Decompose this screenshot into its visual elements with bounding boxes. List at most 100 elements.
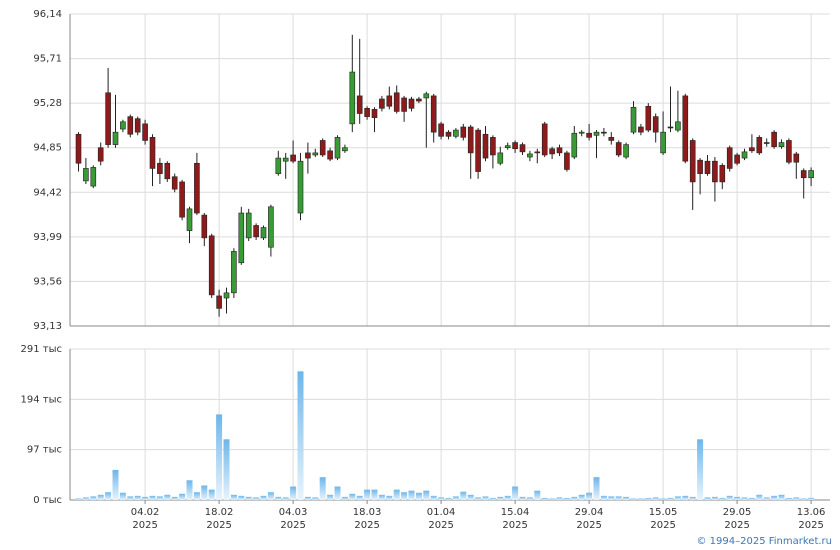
candle-body [667, 126, 674, 129]
candle-body [260, 227, 267, 239]
volume-bar [504, 495, 511, 500]
candle-body [601, 131, 607, 134]
volume-bar [497, 496, 504, 500]
x-tick-label: 01.04 2025 [427, 507, 456, 531]
candle-body [245, 212, 252, 239]
volume-bar [785, 497, 792, 500]
volume-bar [741, 497, 748, 500]
candle-body [793, 153, 800, 163]
y-tick-label: 97 тыс [27, 445, 62, 456]
volume-bar [82, 497, 89, 500]
candle-body [593, 131, 600, 136]
candle-body [756, 137, 763, 154]
volume-bar [356, 495, 363, 500]
candle-body [652, 116, 659, 133]
volume-bar [615, 496, 622, 500]
volume-bar [415, 492, 422, 500]
volume-bar [734, 496, 741, 500]
x-tick-label: 29.04 2025 [575, 507, 604, 531]
volume-bar [445, 497, 452, 500]
volume-bar [630, 498, 637, 500]
volume-bar [637, 498, 644, 500]
volume-bar [423, 490, 430, 500]
volume-bar [275, 496, 282, 500]
x-tick-label: 29.05 2025 [723, 507, 752, 531]
candle-body [120, 121, 126, 130]
volume-bar [201, 485, 208, 500]
candle-body [438, 123, 444, 137]
candle-body [586, 132, 592, 138]
volume-bar [704, 497, 711, 500]
candle-body [194, 162, 200, 214]
candle-body [290, 154, 296, 162]
candle-body [741, 151, 748, 159]
x-tick-label: 04.02 2025 [131, 507, 160, 531]
volume-bar [763, 497, 770, 500]
y-tick-label: 0 тыс [33, 495, 62, 506]
candle-body [223, 292, 230, 299]
volume-bar [90, 496, 97, 500]
candle-body [105, 92, 111, 145]
x-tick-label: 15.05 2025 [649, 507, 678, 531]
candle-body [423, 93, 430, 99]
volume-bar [156, 496, 163, 500]
x-tick-label: 15.04 2025 [501, 507, 530, 531]
y-tick-label: 291 тыс [21, 344, 62, 355]
candle-body [460, 126, 467, 138]
y-tick-label: 93,13 [33, 321, 62, 332]
candle-body [504, 145, 511, 149]
candle-body [549, 148, 555, 155]
volume-bar [748, 497, 755, 500]
volume-bar [75, 498, 82, 500]
candle-body [763, 142, 770, 144]
candle-body [312, 152, 319, 156]
volume-bar [105, 492, 112, 500]
volume-bar [534, 490, 541, 500]
volume-bar [253, 497, 260, 500]
candle-body [149, 137, 156, 169]
candle-body [682, 95, 689, 162]
volume-bar [526, 497, 533, 500]
candle-body [208, 235, 215, 296]
volume-bar [349, 493, 356, 500]
candle-body [201, 214, 208, 239]
volume-bar [689, 496, 696, 500]
candle-body [697, 159, 703, 174]
candle-body [689, 140, 696, 183]
candle-body [445, 131, 452, 137]
volume-bar [238, 495, 245, 500]
candle-body [556, 147, 563, 154]
candle-body [253, 225, 259, 238]
volume-bar [267, 492, 274, 500]
candle-body [386, 95, 393, 107]
candle-body [171, 176, 178, 190]
candle-body [83, 168, 89, 182]
volume-bar [223, 439, 230, 500]
candle-body [327, 150, 333, 160]
candle-body [726, 147, 733, 169]
candle-body [623, 144, 629, 158]
x-tick-label: 13.06 2025 [797, 507, 826, 531]
candle-body [319, 140, 326, 156]
candle-body [645, 105, 652, 131]
candle-body [749, 147, 755, 152]
volume-bar [608, 496, 615, 500]
volume-bar [341, 496, 348, 500]
volume-bar [312, 497, 319, 500]
volume-bar [719, 497, 726, 500]
candle-body [808, 170, 814, 179]
candle-body [527, 153, 533, 158]
candle-body [453, 129, 459, 137]
volume-bar [408, 490, 415, 500]
volume-bar [245, 496, 252, 500]
volume-bar [179, 493, 186, 500]
volume-bar [460, 491, 467, 500]
volume-bar [556, 497, 563, 500]
volume-bar [726, 495, 733, 500]
candle-body [334, 137, 341, 159]
candle-body [142, 123, 148, 141]
y-tick-label: 93,99 [33, 232, 62, 243]
candle-body [712, 160, 718, 183]
